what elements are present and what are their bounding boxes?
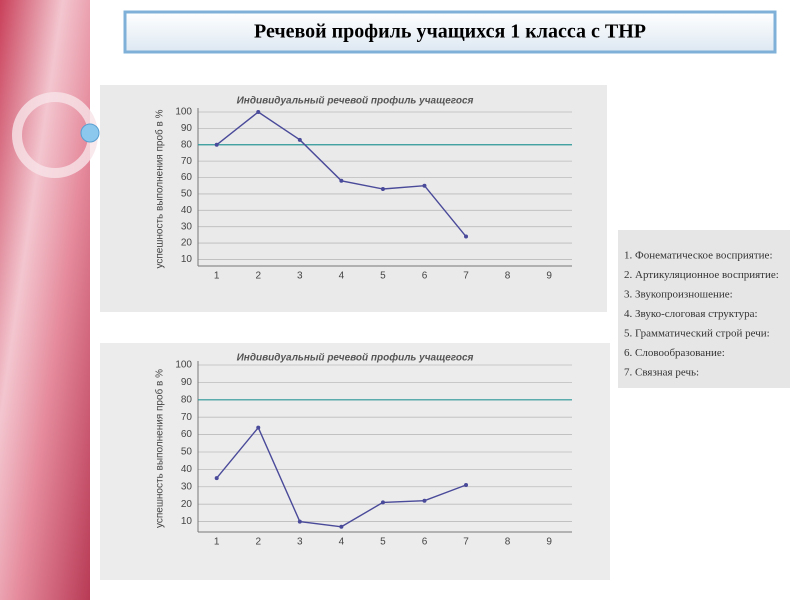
y-tick-label: 50 (181, 189, 193, 200)
x-tick-label: 3 (297, 271, 303, 282)
data-point (297, 519, 302, 524)
y-tick-label: 80 (181, 139, 193, 150)
x-tick-label: 8 (505, 537, 511, 548)
decor-dot (80, 123, 100, 143)
data-point (214, 476, 219, 481)
data-point (256, 110, 261, 114)
y-tick-label: 40 (181, 464, 193, 475)
x-tick-label: 3 (297, 537, 303, 548)
x-tick-label: 2 (255, 537, 261, 548)
y-tick-label: 90 (181, 123, 193, 134)
y-tick-label: 60 (181, 172, 193, 183)
data-point (256, 425, 261, 430)
y-tick-label: 50 (181, 447, 193, 458)
y-tick-label: 80 (181, 394, 193, 405)
slide-title: Речевой профиль учащихся 1 класса с ТНР (254, 21, 646, 43)
x-tick-label: 1 (214, 271, 220, 282)
data-point (464, 234, 469, 239)
data-point (422, 498, 427, 503)
data-point (380, 500, 385, 505)
y-tick-label: 10 (181, 516, 193, 527)
list-item: 2. Артикуляционное восприятие: (624, 269, 779, 281)
data-point (214, 142, 219, 147)
y-tick-label: 90 (181, 377, 193, 388)
chart-photo (100, 85, 607, 312)
list-item: 5. Грамматический строй речи: (624, 328, 770, 340)
y-tick-label: 10 (181, 254, 193, 265)
x-tick-label: 6 (422, 271, 428, 282)
x-tick-label: 8 (505, 271, 511, 282)
y-tick-label: 60 (181, 429, 193, 440)
list-item: 6. Словообразование: (624, 347, 725, 359)
list-photo (618, 230, 790, 388)
chart-title: Индивидуальный речевой профиль учащегося (237, 352, 474, 364)
data-point (339, 178, 344, 183)
x-tick-label: 4 (339, 537, 345, 548)
list-item: 4. Звуко-слоговая структура: (624, 308, 758, 320)
data-point (297, 137, 302, 142)
x-tick-label: 6 (422, 537, 428, 548)
data-point (339, 524, 344, 529)
y-tick-label: 30 (181, 481, 193, 492)
chart-photo (100, 343, 610, 580)
y-tick-label: 70 (181, 412, 193, 423)
y-axis-label: успешность выполнения проб в % (154, 109, 166, 268)
x-tick-label: 9 (546, 537, 552, 548)
x-tick-label: 2 (255, 271, 261, 282)
y-tick-label: 20 (181, 499, 193, 510)
y-tick-label: 20 (181, 238, 193, 249)
y-axis-label: успешность выполнения проб в % (154, 369, 166, 528)
data-point (464, 483, 469, 488)
x-tick-label: 5 (380, 271, 386, 282)
y-tick-label: 100 (175, 107, 192, 118)
x-tick-label: 1 (214, 537, 220, 548)
decor-strip (0, 0, 90, 600)
chart-title: Индивидуальный речевой профиль учащегося (237, 95, 474, 107)
y-tick-label: 30 (181, 221, 193, 232)
y-tick-label: 70 (181, 156, 193, 167)
data-point (380, 187, 385, 191)
title-banner (123, 10, 777, 54)
list-item: 7. Связная речь: (624, 367, 699, 379)
list-item: 1. Фонематическое восприятие: (624, 250, 773, 262)
list-item: 3. Звукопроизношение: (624, 289, 733, 301)
x-tick-label: 5 (380, 537, 386, 548)
x-tick-label: 7 (463, 537, 469, 548)
data-point (422, 183, 427, 188)
x-tick-label: 9 (546, 271, 552, 282)
y-tick-label: 100 (175, 360, 192, 371)
x-tick-label: 7 (463, 271, 469, 282)
x-tick-label: 4 (339, 271, 345, 282)
y-tick-label: 40 (181, 205, 193, 216)
